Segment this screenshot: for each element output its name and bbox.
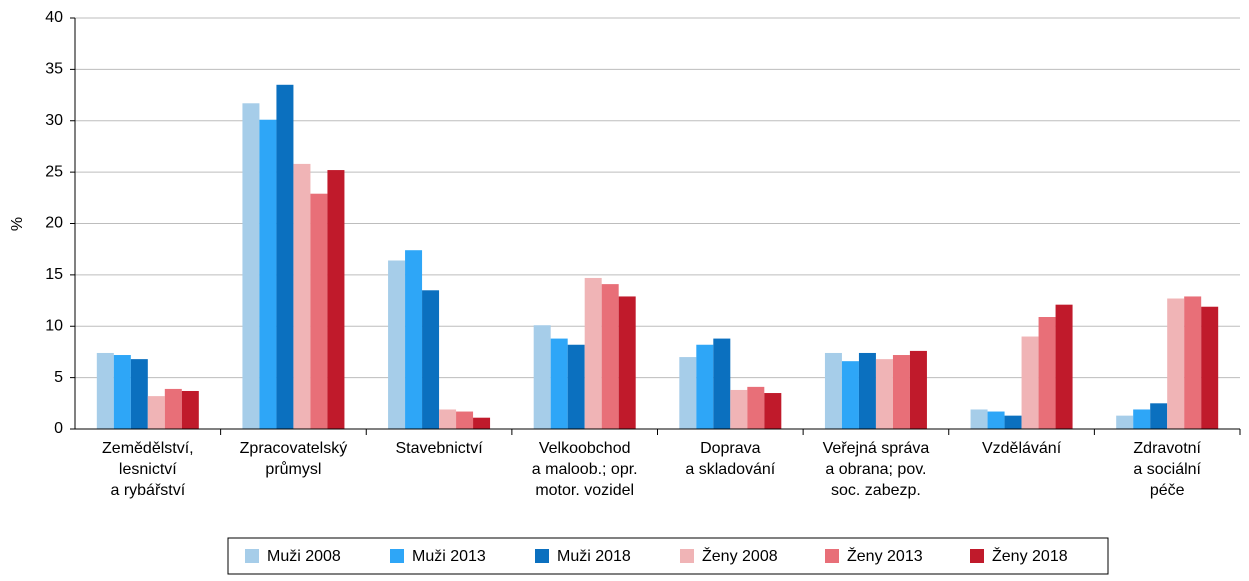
legend-label: Muži 2013 — [412, 548, 486, 565]
x-tick-label: a obrana; pov. — [825, 461, 926, 478]
bar — [1004, 415, 1022, 429]
bar — [1133, 409, 1151, 429]
bar — [473, 417, 491, 429]
y-tick-label: 0 — [54, 420, 63, 437]
bar — [293, 163, 311, 429]
bar — [764, 393, 782, 429]
bar — [533, 325, 551, 429]
y-tick-label: 30 — [45, 112, 63, 129]
bar — [1184, 296, 1202, 429]
bar — [875, 359, 893, 429]
bar — [584, 277, 602, 429]
bar — [679, 357, 697, 429]
bar — [405, 250, 423, 429]
legend-swatch — [680, 549, 694, 563]
bar — [713, 338, 731, 429]
bar — [1150, 403, 1168, 429]
x-tick-label: a maloob.; opr. — [532, 461, 638, 478]
bar — [1167, 298, 1185, 429]
bar — [1021, 336, 1039, 429]
bar — [892, 355, 910, 429]
x-tick-label: Zdravotní — [1133, 440, 1201, 457]
y-tick-label: 35 — [45, 61, 63, 78]
legend-label: Muži 2018 — [557, 548, 631, 565]
legend-label: Ženy 2013 — [847, 546, 923, 565]
bar — [550, 338, 568, 429]
legend-label: Ženy 2008 — [702, 546, 778, 565]
x-tick-label: Doprava — [700, 440, 761, 457]
bar — [422, 290, 440, 429]
y-tick-label: 10 — [45, 317, 63, 334]
x-tick-label: a skladování — [685, 461, 775, 478]
legend-swatch — [970, 549, 984, 563]
bar — [147, 396, 165, 429]
bar — [858, 352, 876, 429]
bar — [1116, 415, 1134, 429]
bar — [388, 260, 406, 429]
bar — [276, 84, 294, 429]
bar — [164, 388, 182, 429]
x-tick-label: a sociální — [1133, 461, 1201, 478]
legend-label: Muži 2008 — [267, 548, 341, 565]
x-tick-label: a rybářství — [110, 482, 185, 499]
bar — [567, 344, 585, 429]
bar — [696, 344, 714, 429]
x-tick-label: soc. zabezp. — [831, 482, 921, 499]
bar — [96, 352, 114, 429]
bar — [456, 411, 474, 429]
legend-label: Ženy 2018 — [992, 546, 1068, 565]
bar — [824, 352, 842, 429]
bar — [747, 386, 765, 429]
bar — [310, 193, 328, 429]
y-tick-label: 15 — [45, 266, 63, 283]
bar — [259, 119, 277, 429]
bar — [909, 350, 927, 429]
legend-box — [227, 537, 1109, 575]
x-tick-label: Veřejná správa — [823, 440, 930, 457]
legend-swatch — [390, 549, 404, 563]
bar — [1201, 306, 1219, 429]
bar — [970, 409, 988, 429]
bar — [1055, 304, 1073, 429]
x-tick-label: Stavebnictví — [395, 440, 483, 457]
x-tick-label: péče — [1150, 482, 1185, 499]
x-tick-label: Zemědělství, — [102, 440, 194, 457]
bar — [841, 361, 859, 429]
bar — [618, 296, 636, 429]
bar — [181, 390, 199, 429]
bar — [439, 409, 457, 429]
y-tick-label: 20 — [45, 215, 63, 232]
bar — [113, 355, 131, 429]
y-tick-label: 40 — [45, 9, 63, 26]
bar — [730, 389, 748, 429]
x-tick-label: průmysl — [265, 460, 321, 478]
y-axis-label: % — [9, 217, 26, 231]
bar — [601, 284, 619, 429]
x-tick-label: motor. vozidel — [535, 482, 634, 499]
x-tick-label: Velkoobchod — [539, 440, 631, 457]
legend-swatch — [535, 549, 549, 563]
x-tick-label: Vzdělávání — [982, 440, 1062, 457]
y-tick-label: 25 — [45, 163, 63, 180]
bar — [327, 170, 345, 429]
bar — [242, 103, 260, 429]
legend-swatch — [825, 549, 839, 563]
x-tick-label: lesnictví — [119, 461, 177, 478]
y-tick-label: 5 — [54, 369, 63, 386]
legend-swatch — [245, 549, 259, 563]
bar — [987, 411, 1005, 429]
bar — [1038, 317, 1056, 429]
x-tick-label: Zpracovatelský — [240, 440, 348, 457]
bar — [130, 359, 148, 429]
